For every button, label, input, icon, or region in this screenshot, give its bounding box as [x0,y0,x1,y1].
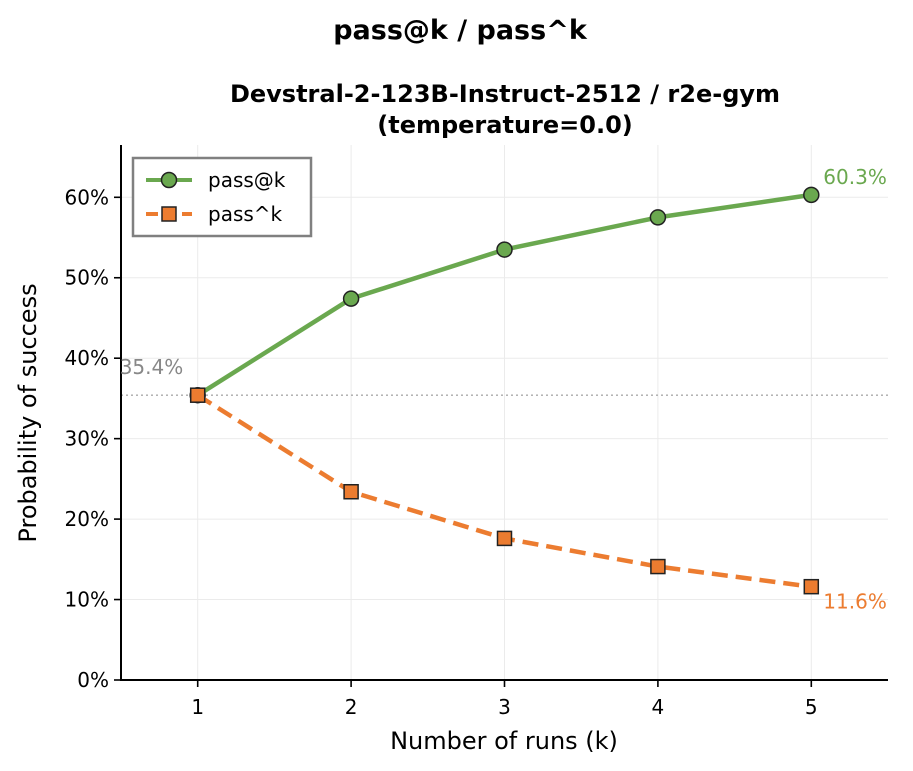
y-tick-label: 10% [65,588,109,612]
x-axis-label: Number of runs (k) [390,727,618,755]
y-tick-label: 60% [65,185,109,209]
x-tick-label: 4 [652,695,665,719]
data-point-1-2 [496,530,513,547]
y-tick-label: 30% [65,427,109,451]
legend-frame [131,156,313,238]
chart-title-line-2: (temperature=0.0) [377,111,632,139]
annotation-label-1: 60.3% [823,165,887,189]
legend-marker-pass-hat-k [161,206,177,222]
y-tick-label: 0% [77,668,109,692]
data-point-1-0 [189,387,206,403]
data-point-0-2 [496,241,513,258]
x-tick-label: 3 [498,695,511,719]
x-tick-label: 5 [805,695,818,719]
annotations: 35.4% 60.3% 11.6% [120,165,887,614]
annotation-label-2: 11.6% [823,590,887,614]
legend-label-pass-at-k: pass@k [208,168,286,192]
data-point-1-4 [803,578,820,595]
x-tick-label: 2 [345,695,358,719]
ticks: 1 2 3 4 50%10%20%30%40%50%60% [65,185,818,719]
legend-marker-pass-at-k [160,171,178,189]
y-tick-label: 50% [65,266,109,290]
data-point-0-3 [649,209,667,226]
x-tick-label: 1 [191,695,204,719]
series-group [189,186,820,595]
data-point-0-1 [342,290,360,307]
data-point-1-1 [343,483,359,500]
legend-label-pass-hat-k: pass^k [208,202,283,226]
annotation-label-0: 35.4% [120,355,184,379]
y-tick-label: 20% [65,507,109,531]
chart-suptitle: pass@k / pass^k [333,15,588,46]
data-point-1-3 [650,558,666,575]
chart-title-line-1: Devstral-2-123B-Instruct-2512 / r2e-gym [230,80,780,108]
legend: pass@k pass^k [131,156,313,238]
data-point-0-4 [803,186,820,204]
y-axis-label: Probability of success [14,283,42,542]
y-tick-label: 40% [65,346,109,370]
